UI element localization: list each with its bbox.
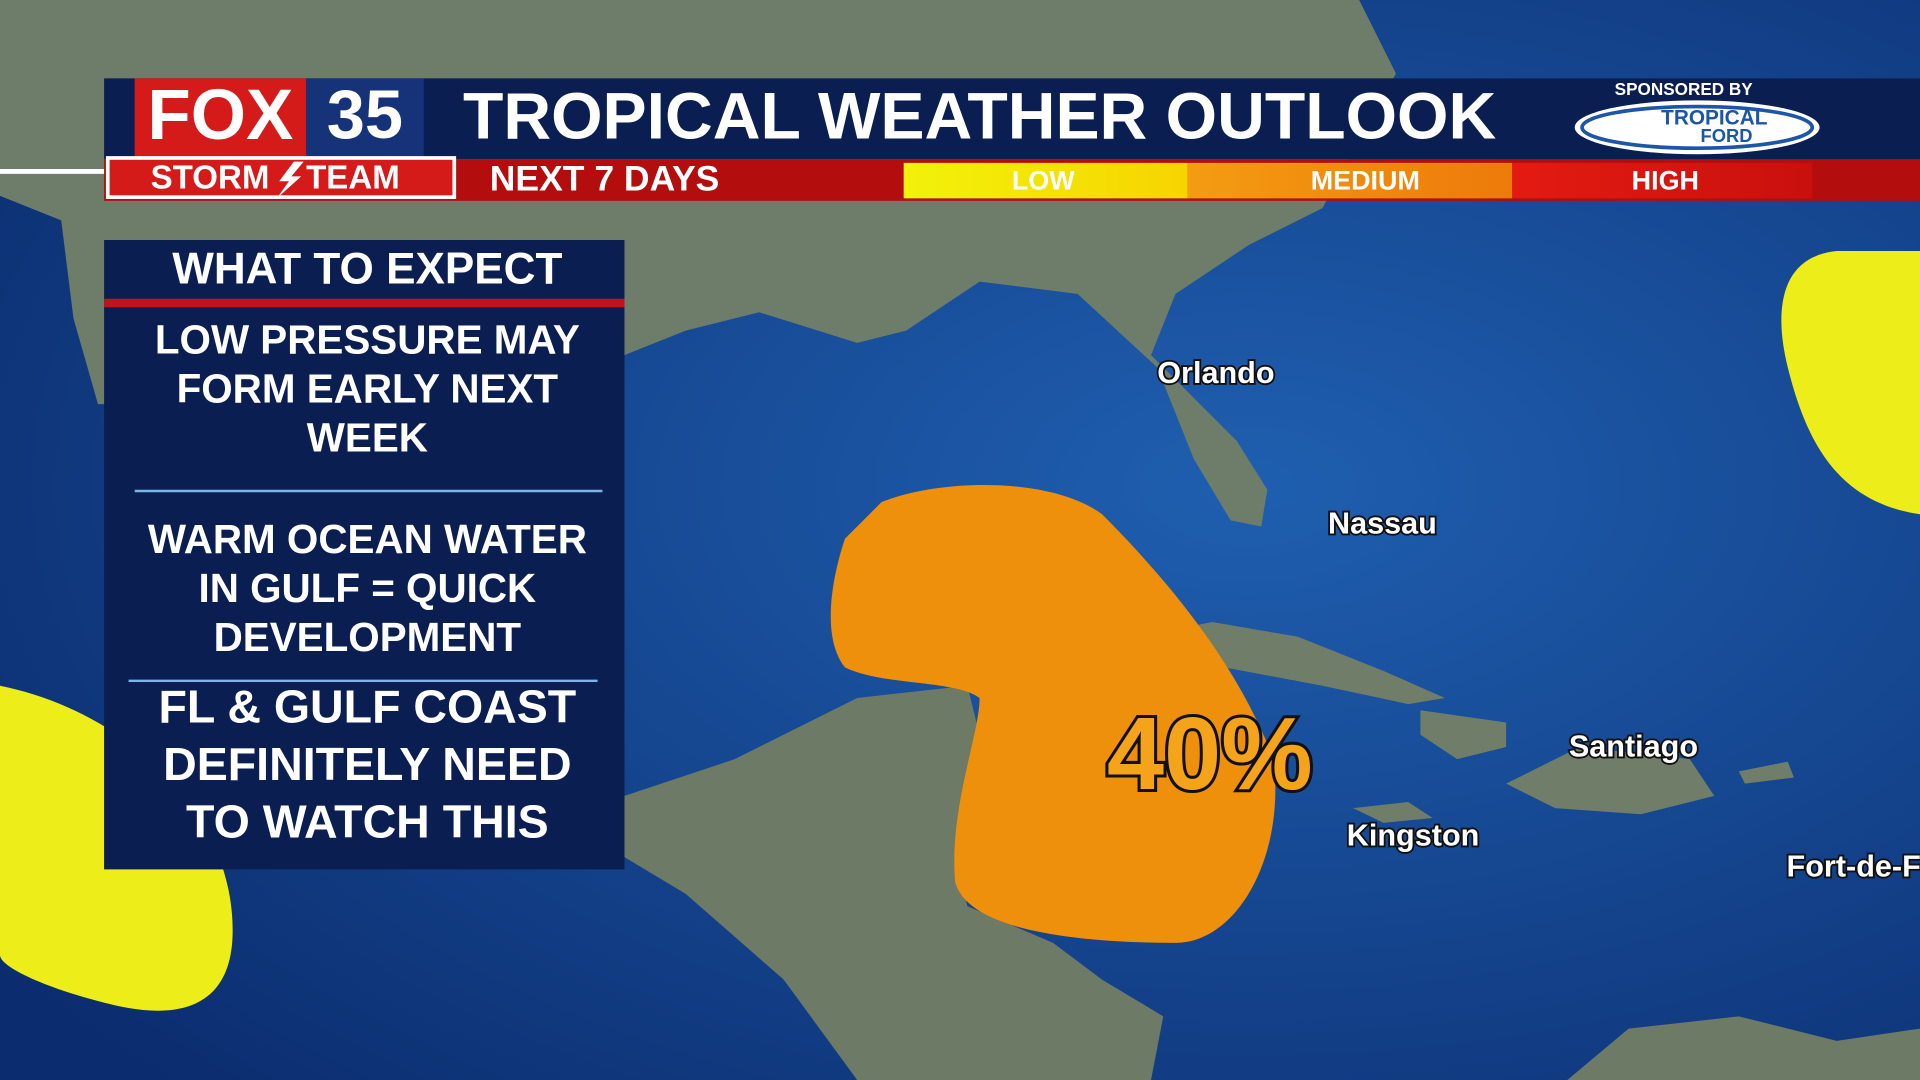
panel-line: WARM OCEAN WATER (148, 516, 587, 562)
low-area (1781, 251, 1920, 515)
city-label: Orlando (1157, 356, 1274, 390)
legend-label: HIGH (1632, 166, 1699, 196)
logo-brand: FOX (147, 76, 293, 155)
city-label: Nassau (1328, 506, 1437, 540)
legend-label: LOW (1012, 166, 1075, 196)
south-america (1567, 1016, 1920, 1080)
panel-title: WHAT TO EXPECT (172, 244, 562, 293)
panel-line: FL & GULF COAST (158, 681, 576, 733)
team-label: TEAM (306, 160, 400, 197)
panel-line: WEEK (307, 414, 428, 460)
sponsor-logo-text: FORD (1701, 125, 1753, 146)
panel-line: FORM EARLY NEXT (177, 366, 559, 412)
panel-rule (104, 298, 625, 308)
panel-line: DEFINITELY NEED (163, 738, 571, 790)
bolt-icon (276, 161, 304, 199)
storm-label: STORM (151, 160, 270, 197)
sponsor-logo (1574, 100, 1820, 155)
subtitle: NEXT 7 DAYS (490, 159, 720, 199)
storm-team-box (105, 156, 457, 199)
area-label: 40% (1107, 696, 1313, 811)
title: TROPICAL WEATHER OUTLOOK (463, 80, 1496, 154)
panel-line: TO WATCH THIS (186, 796, 549, 848)
panel-line: IN GULF = QUICK (198, 565, 536, 611)
hispaniola-west (1420, 710, 1507, 760)
city-label: Kingston (1347, 819, 1480, 853)
city-label: Fort-de-France (1787, 849, 1920, 883)
legend-swatch (1187, 162, 1513, 199)
city-label: Santiago (1569, 729, 1698, 763)
hispaniola (1506, 746, 1715, 815)
sponsor-logo-ring (1580, 104, 1815, 150)
logo-channel-number: 35 (327, 76, 403, 153)
logo-fox (134, 78, 307, 157)
puerto-rico (1738, 761, 1794, 784)
legend-swatch (903, 162, 1188, 199)
legend-label: MEDIUM (1311, 166, 1420, 196)
medium-area (830, 484, 1276, 943)
legend-swatch (1512, 162, 1813, 199)
jamaica (1353, 802, 1433, 823)
sponsor-logo-text: TROPICAL (1661, 106, 1768, 129)
panel (104, 240, 625, 870)
logo-channel (306, 78, 424, 157)
central-america (624, 685, 1164, 1080)
sponsor-label: SPONSORED BY (1615, 79, 1754, 99)
panel-line: DEVELOPMENT (214, 614, 522, 660)
panel-line: LOW PRESSURE MAY (155, 317, 580, 363)
